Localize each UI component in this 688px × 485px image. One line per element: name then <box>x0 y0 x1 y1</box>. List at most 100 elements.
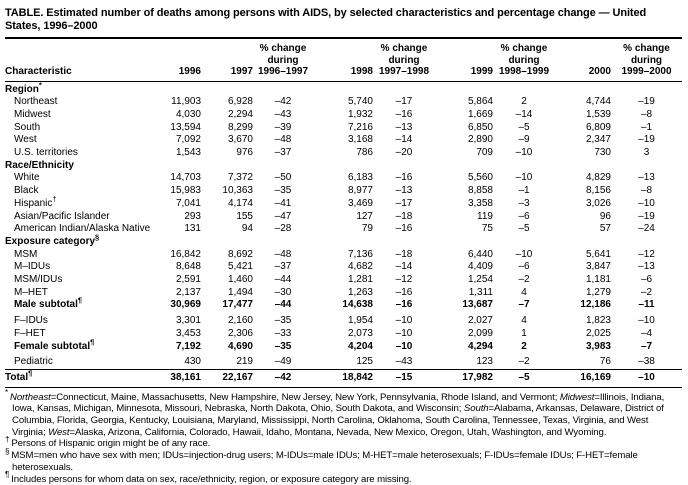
table-row: Female subtotal¶ 7,192 4,690 –35 4,204 –10 4,2… <box>5 337 682 354</box>
cell-value: 155 <box>236 210 253 222</box>
footnote: † Persons of Hispanic origin might be of … <box>5 436 684 450</box>
footnote-text: West <box>48 426 70 438</box>
cell-value: –19 <box>638 96 655 108</box>
cell-value: –7 <box>518 299 530 311</box>
cell-value: –5 <box>518 121 530 133</box>
cell-value: –13 <box>395 121 413 133</box>
header-year-1996: 1996 <box>155 39 201 82</box>
cell-value: –49 <box>274 356 292 368</box>
cell-value: 5,740 <box>347 96 373 108</box>
cell-value: –39 <box>274 121 292 133</box>
cell-value: 1 <box>521 327 527 339</box>
cell-value: –33 <box>274 327 292 339</box>
cell-value: 1,494 <box>227 286 253 298</box>
cell-value: –10 <box>638 197 655 209</box>
cell-value: –19 <box>638 134 655 146</box>
cell-value: –13 <box>638 172 655 184</box>
row-label: M–IDUs <box>14 261 51 273</box>
header-pct-change-1999-2000: % change during 1999–2000 <box>611 39 682 82</box>
table-row: Pediatric 430 219 –49 125 –43 123 –2 76 –38 <box>5 353 682 369</box>
cell-value: –47 <box>274 210 292 222</box>
cell-value: –24 <box>638 223 655 235</box>
cell-value: –30 <box>274 286 292 298</box>
cell-value: 131 <box>184 223 201 235</box>
cell-value: 4,030 <box>175 108 201 120</box>
header-pct-change-1998-1999: % change during 1998–1999 <box>493 39 555 82</box>
table-row: MSM/IDUs 2,591 1,460 –44 1,281 –12 1,254 –2 1,18… <box>5 274 682 287</box>
footnote-text: =Alaska, Arizona, California, Colorado, … <box>69 426 607 438</box>
row-label: Total¶ <box>5 368 155 388</box>
footnote-text: =Illinois, Indiana, Iowa, Kansas, Michig… <box>12 391 665 415</box>
footnote-marker: § <box>5 447 10 456</box>
footnote-marker: * <box>38 80 42 90</box>
cell-value: 4 <box>521 286 527 298</box>
cell-value: 3,026 <box>585 197 611 209</box>
table-row: M–HET 2,137 1,494 –30 1,263 –16 1,311 4 1,279 –2 <box>5 287 682 300</box>
footnote-marker: § <box>95 232 100 242</box>
cell-value: 5,421 <box>227 261 253 273</box>
row-label: Female subtotal¶ <box>14 337 95 352</box>
cell-value: –16 <box>395 286 413 298</box>
cell-value: 4,690 <box>227 340 253 352</box>
cell-value: –48 <box>274 134 292 146</box>
cell-value: 127 <box>356 210 373 222</box>
cell-value: 3,670 <box>227 134 253 146</box>
cell-value: 2,137 <box>175 286 201 298</box>
cell-value: –10 <box>395 327 413 339</box>
cell-value: 219 <box>236 356 253 368</box>
cell-value: 1,263 <box>347 286 373 298</box>
cell-value: –37 <box>274 261 292 273</box>
header-year-2000: 2000 <box>555 39 611 82</box>
footnote-text: Midwest <box>559 391 595 403</box>
cell-value: 14,703 <box>170 172 201 184</box>
cell-value: 2,099 <box>467 327 493 339</box>
cell-value: 7,216 <box>347 121 373 133</box>
table-row: Male subtotal¶ 30,969 17,477 –44 14,638 –16 13… <box>5 297 682 312</box>
cell-value: 15,983 <box>170 185 201 197</box>
table-row: White 14,703 7,372 –50 6,183 –16 5,560 –10 4,829… <box>5 172 682 185</box>
cell-value: 1,932 <box>347 108 373 120</box>
cell-value: –44 <box>274 299 292 311</box>
table-row: Region* <box>5 81 682 96</box>
cell-value: 4,174 <box>227 197 253 209</box>
cell-value: –35 <box>274 185 292 197</box>
cell-value: –11 <box>638 299 655 311</box>
header-pct-change-1997-1998: % change during 1997–1998 <box>373 39 435 82</box>
cell-value: –1 <box>640 121 653 133</box>
row-label: Midwest <box>14 108 51 120</box>
cell-value: 1,460 <box>227 274 253 286</box>
cell-value: 79 <box>361 223 373 235</box>
cell-value: 1,254 <box>467 274 493 286</box>
cell-value: –10 <box>395 340 413 352</box>
cell-value: 976 <box>236 147 253 159</box>
cell-value: 8,299 <box>227 121 253 133</box>
row-label: Black <box>14 185 39 197</box>
cell-value: –28 <box>274 223 292 235</box>
cell-value: 57 <box>599 223 611 235</box>
cell-value: 4,294 <box>467 340 493 352</box>
data-table: Characteristic 1996 1997 % change during… <box>5 39 682 388</box>
cell-value: 2 <box>521 96 527 108</box>
cell-value: 1,311 <box>468 286 493 298</box>
cell-value: –48 <box>274 248 292 260</box>
cell-value: 1,279 <box>585 286 611 298</box>
row-label: MSM/IDUs <box>14 274 63 286</box>
cell-value: –18 <box>395 248 413 260</box>
cell-value: 6,183 <box>347 172 373 184</box>
cell-value: 4,682 <box>347 261 373 273</box>
cell-value: –10 <box>638 315 655 327</box>
cell-value: –14 <box>515 108 533 120</box>
row-label: White <box>14 172 40 184</box>
footnote-text: =Alabama, Arkansas, Delaware, District o… <box>12 403 664 438</box>
cell-value: –43 <box>395 356 413 368</box>
table-row: Total¶ 38,161 22,167 –42 18,842 –15 17,982 –5 16… <box>5 368 682 388</box>
empty-cell <box>155 160 682 173</box>
cell-value: 22,167 <box>201 368 253 388</box>
cell-value: 17,477 <box>222 299 253 311</box>
row-label: MSM <box>14 248 38 260</box>
cell-value: 2,306 <box>227 327 253 339</box>
table-row: M–IDUs 8,648 5,421 –37 4,682 –14 4,409 –6 3,847 –… <box>5 261 682 274</box>
row-label: U.S. territories <box>14 147 78 159</box>
footnote: § MSM=men who have sex with men; IDUs=inj… <box>5 447 684 473</box>
